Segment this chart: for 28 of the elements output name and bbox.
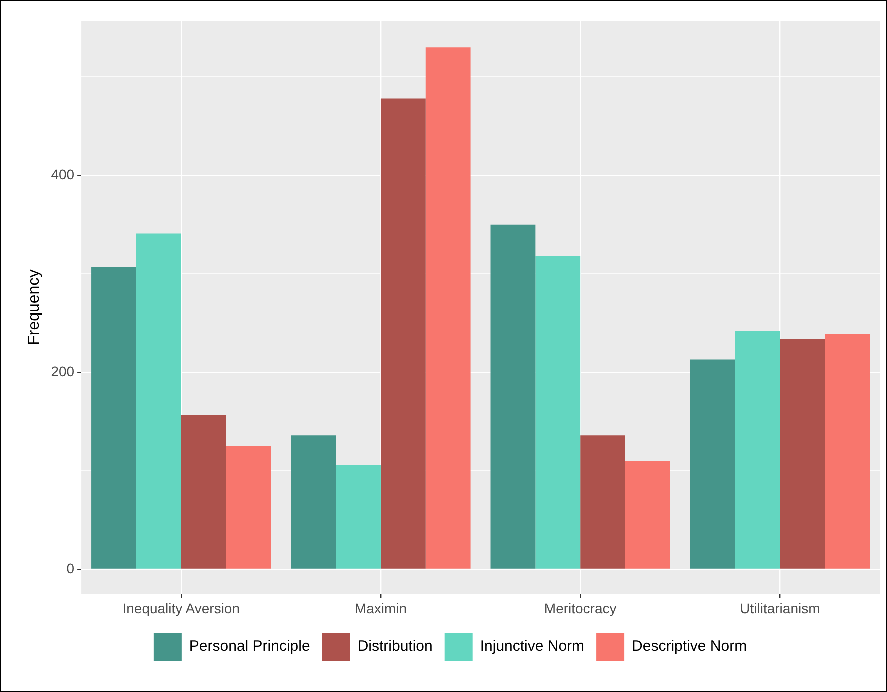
bar (92, 267, 136, 569)
bar (336, 465, 381, 569)
bar (181, 414, 226, 569)
bar (490, 224, 536, 569)
bar (380, 98, 426, 569)
bar (690, 360, 736, 569)
bar (735, 331, 780, 569)
legend-label: Distribution (358, 638, 433, 656)
bar (536, 256, 581, 569)
bar (780, 339, 826, 569)
y-tick-label: 200 (51, 363, 75, 380)
y-tick-label: 400 (51, 166, 75, 182)
bar (580, 436, 626, 569)
x-tick-label: Meritocracy (544, 600, 617, 616)
bar (426, 48, 471, 569)
x-tick-label: Inequality Aversion (122, 600, 240, 616)
bar (226, 446, 272, 569)
bar (625, 461, 670, 569)
legend-label: Injunctive Norm (480, 638, 585, 656)
bar (291, 436, 336, 569)
x-tick-label: Utilitarianism (740, 600, 820, 616)
y-axis-title: Frequency (26, 270, 44, 346)
bar (825, 334, 870, 569)
legend-label: Descriptive Norm (632, 638, 748, 656)
x-tick-label: Maximin (354, 600, 408, 616)
bar (136, 234, 182, 569)
legend-label: Personal Principle (189, 638, 310, 656)
y-tick-label: 0 (66, 560, 75, 576)
